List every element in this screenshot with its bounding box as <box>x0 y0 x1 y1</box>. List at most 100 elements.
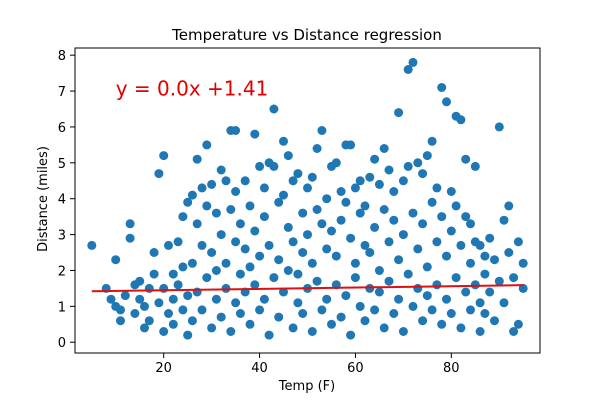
data-point <box>293 169 303 179</box>
data-point <box>269 104 279 114</box>
data-point <box>164 240 173 250</box>
y-tick-label: 6 <box>58 121 66 136</box>
data-point <box>226 205 236 214</box>
data-point <box>187 316 197 326</box>
data-point <box>216 165 226 175</box>
data-point <box>341 197 351 207</box>
data-point <box>159 283 169 293</box>
data-point <box>164 309 173 318</box>
y-tick-label: 8 <box>58 49 66 64</box>
y-tick-label: 1 <box>58 300 66 315</box>
data-point <box>446 309 456 318</box>
data-point <box>432 183 442 193</box>
data-point <box>466 305 475 315</box>
data-point <box>250 129 260 139</box>
y-tick-label: 3 <box>58 229 66 244</box>
data-point <box>451 273 461 283</box>
data-point <box>355 208 365 218</box>
data-point <box>135 294 145 304</box>
data-point <box>470 280 480 290</box>
data-point <box>422 151 432 161</box>
data-point <box>183 291 193 301</box>
data-point <box>360 240 370 250</box>
data-point <box>312 205 322 214</box>
data-point <box>125 233 135 243</box>
x-axis: 20 40 60 80 <box>155 353 460 376</box>
y-tick-label: 0 <box>58 336 66 351</box>
data-point <box>398 327 408 336</box>
data-point <box>245 319 255 329</box>
plot-area <box>75 48 540 353</box>
data-point <box>466 219 475 229</box>
data-point <box>494 122 504 132</box>
data-point <box>490 316 499 326</box>
data-point <box>140 301 149 311</box>
data-point <box>144 316 154 326</box>
data-point <box>269 161 279 171</box>
data-point <box>130 309 140 318</box>
data-point <box>418 316 428 326</box>
y-tick-label: 5 <box>58 157 66 172</box>
data-point <box>207 248 217 257</box>
y-axis-label: Distance (miles) <box>36 146 51 252</box>
data-point <box>259 212 269 222</box>
data-point <box>235 309 245 318</box>
x-axis-label: Temp (F) <box>278 379 335 394</box>
data-point <box>250 226 260 236</box>
data-point <box>240 176 250 186</box>
data-point <box>231 298 241 308</box>
data-point <box>255 161 265 171</box>
data-point <box>154 298 164 308</box>
data-point <box>293 298 303 308</box>
data-point <box>456 323 466 333</box>
data-point <box>485 233 495 243</box>
data-point <box>202 201 212 211</box>
data-point <box>451 201 461 211</box>
data-point <box>183 197 193 207</box>
y-tick-label: 2 <box>58 264 66 279</box>
data-point <box>336 187 346 196</box>
data-point <box>245 262 255 272</box>
x-tick-label: 80 <box>443 361 460 376</box>
data-point <box>360 201 370 211</box>
data-point <box>341 291 351 301</box>
data-point <box>504 201 514 211</box>
data-point <box>303 230 312 240</box>
data-point <box>159 151 169 161</box>
data-point <box>398 230 408 240</box>
data-point <box>432 237 442 247</box>
y-tick-label: 4 <box>58 193 66 208</box>
data-point <box>408 301 418 311</box>
data-point <box>413 158 423 168</box>
data-point <box>322 244 332 254</box>
data-point <box>202 140 212 150</box>
x-tick-label: 60 <box>347 361 364 376</box>
data-point <box>298 208 308 218</box>
data-point <box>350 183 360 193</box>
data-point <box>231 126 241 135</box>
data-point <box>336 215 346 225</box>
data-point <box>307 172 317 182</box>
data-point <box>159 327 169 336</box>
data-point <box>111 255 121 265</box>
data-point <box>231 237 241 247</box>
data-point <box>480 269 490 279</box>
data-point <box>327 319 336 329</box>
data-point <box>307 258 317 268</box>
data-point <box>197 183 207 193</box>
data-point <box>446 187 456 196</box>
data-point <box>456 115 466 125</box>
data-point <box>442 251 451 261</box>
data-point <box>494 276 504 286</box>
points-layer <box>87 57 528 340</box>
data-point <box>379 144 389 153</box>
data-point <box>509 273 519 283</box>
data-point <box>192 219 202 229</box>
data-point <box>370 154 380 164</box>
data-point <box>255 251 265 261</box>
data-point <box>283 222 293 232</box>
data-point <box>274 255 284 265</box>
data-point <box>437 319 447 329</box>
chart-title: Temperature vs Distance regression <box>171 26 442 44</box>
data-point <box>192 154 202 164</box>
